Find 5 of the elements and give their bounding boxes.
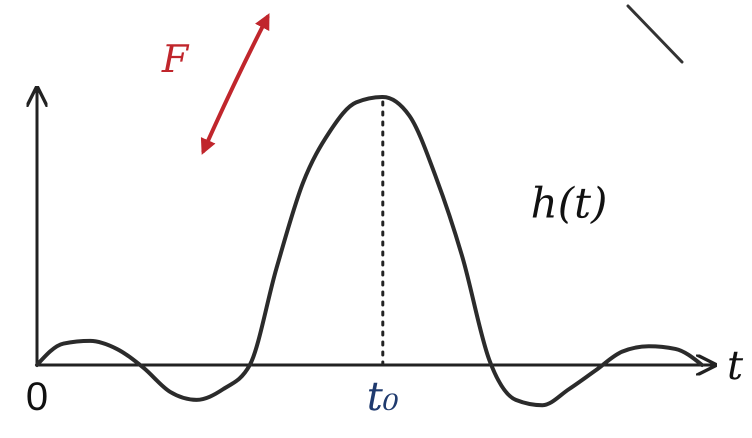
x-tick-label: t₀ — [366, 374, 399, 420]
x-tick-label: 0 — [26, 375, 48, 419]
series-label: h(t) — [530, 178, 608, 228]
x-axis-title: t — [727, 343, 744, 389]
text: F — [160, 37, 190, 81]
